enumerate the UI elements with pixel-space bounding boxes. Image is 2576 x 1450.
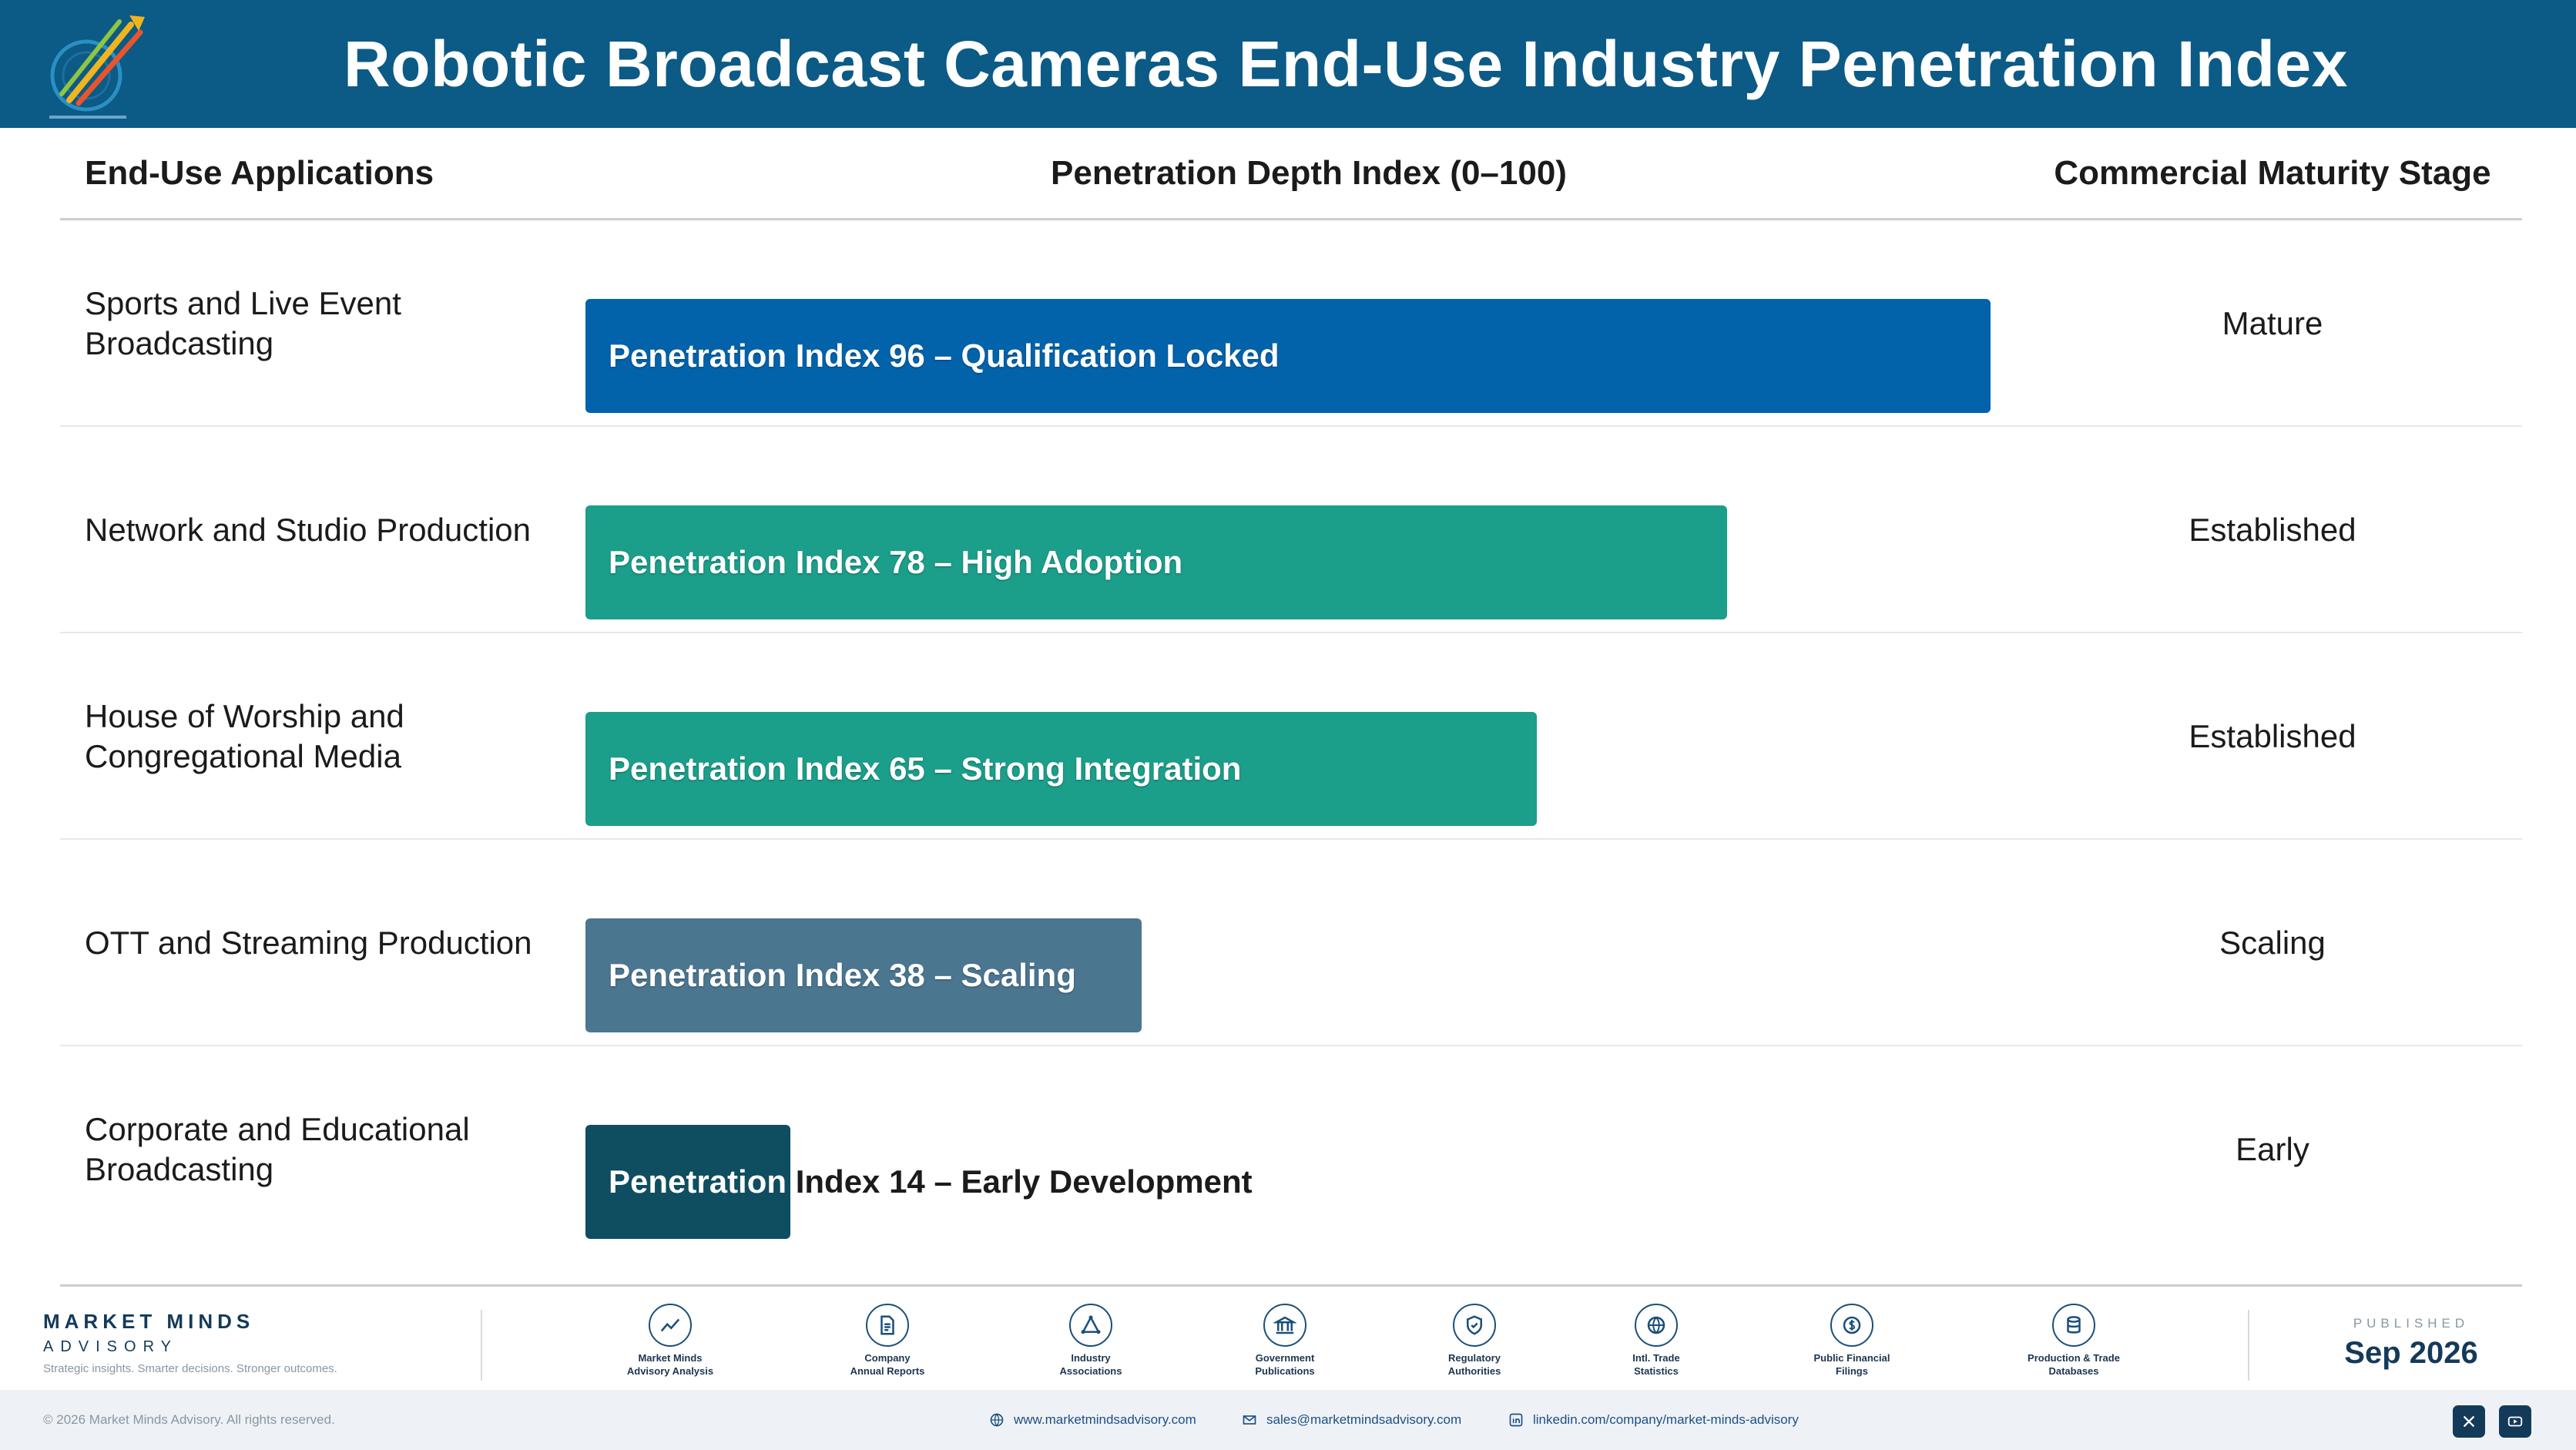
column-header-applications: End-Use Applications bbox=[85, 154, 434, 192]
shield-check-icon bbox=[1453, 1304, 1496, 1347]
maturity-stage: Mature bbox=[2222, 305, 2323, 341]
linkedin-text[interactable]: linkedin.com/company/market-minds-adviso… bbox=[1533, 1412, 1799, 1427]
chart-row: Sports and Live Event Broadcasting Penet… bbox=[60, 220, 2522, 427]
document-icon bbox=[866, 1304, 909, 1347]
email-link[interactable]: sales@marketmindsadvisory.com bbox=[1242, 1390, 1461, 1450]
source-item: Company Annual Reports bbox=[818, 1304, 957, 1378]
source-label: Publications bbox=[1255, 1365, 1315, 1377]
footer-brand: MARKET MINDS ADVISORY Strategic insights… bbox=[43, 1310, 337, 1375]
source-label: Market Minds bbox=[638, 1352, 703, 1364]
source-item: Production & Trade Databases bbox=[2004, 1304, 2143, 1378]
maturity-stage: Established bbox=[2189, 718, 2356, 754]
source-item: Industry Associations bbox=[1021, 1304, 1160, 1378]
source-item: Government Publications bbox=[1216, 1304, 1354, 1378]
x-icon bbox=[2463, 1415, 2475, 1428]
currency-icon bbox=[1830, 1304, 1873, 1347]
mail-icon bbox=[1243, 1415, 1256, 1425]
website-text[interactable]: www.marketmindsadvisory.com bbox=[1014, 1412, 1196, 1427]
brand-name: MARKET MINDS bbox=[43, 1310, 255, 1333]
category-label: Network and Studio Production bbox=[85, 512, 531, 548]
source-label: Industry bbox=[1071, 1352, 1111, 1364]
page-title: Robotic Broadcast Cameras End-Use Indust… bbox=[344, 28, 2348, 100]
copyright-text: © 2026 Market Minds Advisory. All rights… bbox=[43, 1412, 335, 1427]
chart-row: Corporate and Educational Broadcasting P… bbox=[60, 1046, 2522, 1253]
chart-row: House of Worship and Congregational Medi… bbox=[60, 633, 2522, 840]
globe-icon bbox=[1635, 1304, 1678, 1347]
published-label: PUBLISHED bbox=[2353, 1316, 2470, 1331]
source-label: Government bbox=[1255, 1352, 1315, 1364]
category-label: Corporate and Educational Broadcasting bbox=[85, 1111, 470, 1187]
index-bar bbox=[585, 299, 1991, 413]
source-label: Regulatory bbox=[1448, 1352, 1501, 1364]
header-banner: Robotic Broadcast Cameras End-Use Indust… bbox=[0, 0, 2576, 128]
x-social-button[interactable] bbox=[2453, 1405, 2485, 1438]
published-block: PUBLISHED Sep 2026 bbox=[2257, 1316, 2565, 1371]
source-label: Databases bbox=[2048, 1365, 2099, 1377]
chart-row: Network and Studio Production Penetratio… bbox=[60, 427, 2522, 633]
network-icon bbox=[1069, 1304, 1112, 1347]
database-icon bbox=[2052, 1304, 2095, 1347]
maturity-stage: Established bbox=[2189, 512, 2356, 548]
row-divider bbox=[60, 425, 2522, 427]
category-label: Sports and Live Event Broadcasting bbox=[85, 285, 401, 361]
column-header-stage: Commercial Maturity Stage bbox=[2054, 154, 2491, 192]
maturity-stage: Early bbox=[2236, 1131, 2309, 1167]
source-label: Public Financial bbox=[1813, 1352, 1890, 1364]
bar-label: Penetration Index 78 – High Adoption bbox=[609, 544, 1183, 580]
linkedin-icon bbox=[1509, 1413, 1523, 1427]
index-bar bbox=[585, 505, 1727, 619]
source-item: Intl. Trade Statistics bbox=[1587, 1304, 1726, 1378]
source-item: Public Financial Filings bbox=[1783, 1304, 1921, 1378]
source-label: Filings bbox=[1836, 1365, 1868, 1377]
row-divider bbox=[60, 1045, 2522, 1046]
maturity-stage: Scaling bbox=[2219, 925, 2326, 961]
youtube-social-button[interactable] bbox=[2499, 1405, 2531, 1438]
index-bar bbox=[585, 1125, 790, 1239]
header-divider bbox=[60, 218, 2522, 220]
footer: MARKET MINDS ADVISORY Strategic insights… bbox=[0, 1294, 2576, 1450]
category-label: OTT and Streaming Production bbox=[85, 925, 532, 961]
column-header-index: Penetration Depth Index (0–100) bbox=[1051, 154, 1567, 192]
contact-bar: © 2026 Market Minds Advisory. All rights… bbox=[0, 1390, 2576, 1450]
source-label: Advisory Analysis bbox=[626, 1365, 714, 1377]
footer-divider bbox=[2248, 1310, 2249, 1381]
globe-icon bbox=[990, 1413, 1004, 1427]
bar-label: Penetration Index 38 – Scaling bbox=[609, 957, 1076, 993]
source-item: Market Minds Advisory Analysis bbox=[601, 1304, 740, 1378]
source-label: Authorities bbox=[1447, 1365, 1501, 1377]
row-divider bbox=[60, 632, 2522, 633]
government-building-icon bbox=[1263, 1304, 1306, 1347]
chart-row: OTT and Streaming Production Penetration… bbox=[60, 840, 2522, 1046]
bar-label: Penetration Index 65 – Strong Integratio… bbox=[609, 750, 1242, 787]
chart-bottom-divider bbox=[60, 1284, 2522, 1287]
index-bar bbox=[585, 918, 1142, 1032]
source-label: Company bbox=[864, 1352, 911, 1364]
source-item: Regulatory Authorities bbox=[1405, 1304, 1544, 1378]
brand-subtitle: ADVISORY bbox=[43, 1338, 178, 1355]
source-label: Statistics bbox=[1634, 1365, 1679, 1377]
published-date: Sep 2026 bbox=[2344, 1336, 2478, 1370]
market-minds-logo-icon bbox=[49, 15, 145, 119]
brand-tagline: Strategic insights. Smarter decisions. S… bbox=[43, 1362, 337, 1375]
index-bar bbox=[585, 712, 1537, 826]
footer-divider bbox=[481, 1310, 482, 1381]
category-label: House of Worship and Congregational Medi… bbox=[85, 698, 404, 774]
bar-label: Penetration Index 14 – Early Development bbox=[609, 1125, 1253, 1239]
source-label: Annual Reports bbox=[850, 1365, 925, 1377]
youtube-icon bbox=[2507, 1416, 2523, 1427]
row-divider bbox=[60, 838, 2522, 840]
email-text[interactable]: sales@marketmindsadvisory.com bbox=[1266, 1412, 1462, 1427]
source-label: Intl. Trade bbox=[1632, 1352, 1680, 1364]
website-link[interactable]: www.marketmindsadvisory.com bbox=[989, 1390, 1196, 1450]
bar-label: Penetration Index 96 – Qualification Loc… bbox=[609, 337, 1280, 374]
source-label: Associations bbox=[1059, 1365, 1122, 1377]
source-label: Production & Trade bbox=[2028, 1352, 2120, 1364]
trend-chart-icon bbox=[649, 1304, 692, 1347]
linkedin-link[interactable]: linkedin.com/company/market-minds-adviso… bbox=[1508, 1390, 1799, 1450]
